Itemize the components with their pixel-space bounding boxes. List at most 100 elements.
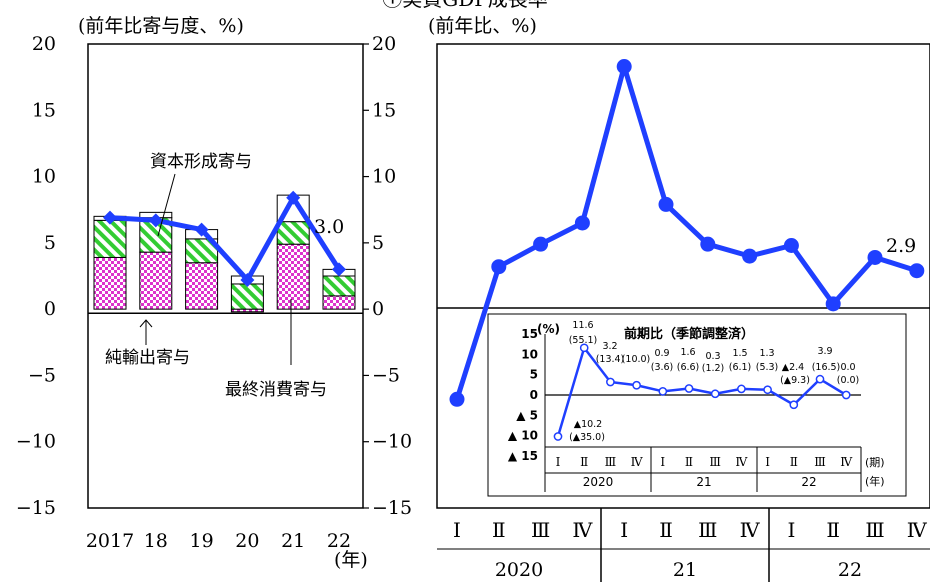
quarterly-quarter-label: Ⅳ (907, 518, 928, 542)
quarterly-last-value-label: 2.9 (886, 235, 916, 257)
inset-value-labels: ▲10.2 11.6 3.2 2.4 0.9 1.6 0.3 1.5 1.3 ▲2.4 3.9 0.0 (572, 320, 855, 430)
capital-formation-leader (157, 173, 176, 237)
quarterly-plot-frame (436, 43, 930, 509)
inset-year-label: 22 (801, 475, 816, 489)
quarterly-gdp-marker (658, 196, 674, 212)
quarterly-gdp-marker (825, 296, 841, 312)
inset-annual-rate-label: (3.6) (651, 362, 674, 373)
inset-quarter-label: Ⅰ (660, 455, 665, 469)
quarterly-gdp-marker (742, 248, 758, 264)
left-panel-right-y-axis-ticks: 20 15 10 5 0 −5 −10 −15 (363, 33, 412, 519)
inset-annual-rate-label: (6.1) (729, 362, 752, 373)
inset-annual-rate-label: (55.1) (569, 335, 598, 346)
inset-value-label: 3.9 (817, 346, 832, 357)
left-y-tick-label: 20 (32, 33, 56, 55)
inset-year-label: (年) (865, 474, 885, 488)
annual-gdp-marker (240, 272, 255, 287)
quarterly-quarter-label: Ⅲ (865, 518, 884, 542)
left-y-tick-label: 15 (32, 99, 56, 121)
bar-capital-formation (322, 275, 356, 297)
inset-annual-rate-label: (6.6) (677, 362, 700, 373)
annual-x-tick-label: 22 (327, 530, 351, 552)
annual-bars (93, 194, 356, 313)
annual-gdp-markers (103, 190, 346, 287)
inset-quarter-label: Ⅰ (765, 455, 770, 469)
quarterly-quarter-label: Ⅳ (572, 518, 593, 542)
quarterly-quarter-label: Ⅱ (492, 518, 506, 542)
inset-qoq-line (556, 346, 847, 437)
quarterly-quarter-label: Ⅲ (698, 518, 717, 542)
inset-year-labels: 2020 21 22 (583, 475, 817, 489)
inset-value-label: 0.0 (840, 362, 855, 373)
figure-title: ①実質GDP成長率 (382, 0, 547, 11)
annual-gdp-marker (103, 210, 117, 225)
inset-value-label: ▲10.2 (574, 419, 602, 430)
inset-marker (815, 374, 825, 384)
bar-capital-formation (230, 283, 264, 310)
net-exports-label: 純輸出寄与 (105, 348, 190, 368)
inset-marker (684, 384, 694, 393)
quarterly-year-label: 22 (838, 559, 862, 581)
inset-period-label: (期) (865, 456, 885, 469)
inset-value-label: 3.2 (602, 341, 617, 352)
bar-final-consumption (185, 262, 219, 310)
inset-unit-label: (%) (537, 322, 560, 336)
right-y-tick-label: −10 (372, 431, 412, 453)
quarterly-year-label: 21 (673, 559, 697, 581)
inset-title: 前期比（季節調整済） (624, 326, 754, 342)
annual-x-tick-label: 2017 (86, 530, 134, 552)
inset-annual-rate-label: (13.4) (596, 354, 625, 365)
inset-annual-rate-label: (▲35.0) (569, 432, 605, 443)
quarterly-quarter-label: Ⅱ (826, 518, 840, 542)
right-y-tick-label: 10 (372, 166, 396, 188)
quarterly-gdp-markers (449, 59, 925, 407)
quarterly-gdp-marker (616, 59, 632, 75)
annual-gdp-marker (148, 213, 163, 228)
inset-value-label: 2.4 (628, 330, 643, 341)
right-y-tick-label: −5 (372, 364, 400, 386)
annual-x-tick-label: 18 (144, 530, 168, 552)
annual-x-tick-label: 19 (190, 530, 214, 552)
inset-annual-rate-label: (0.0) (837, 375, 860, 386)
inset-marker (606, 377, 615, 387)
right-y-tick-label: 5 (372, 232, 384, 254)
annual-gdp-marker (194, 222, 209, 237)
inset-marker (763, 385, 772, 395)
inset-y-tick-label: ▲ 15 (508, 449, 538, 463)
quarterly-gdp-marker (867, 249, 883, 265)
inset-annual-rate-label: (▲9.3) (780, 375, 810, 386)
inset-annual-rate-label: (16.5) (812, 362, 841, 373)
left-y-tick-label: 0 (44, 298, 56, 320)
inset-value-label: 11.6 (572, 320, 593, 331)
inset-marker (553, 432, 563, 441)
quarterly-quarter-label: Ⅰ (453, 518, 461, 542)
inset-quarter-label: Ⅱ (790, 455, 798, 469)
inset-quarter-label: Ⅲ (605, 455, 617, 469)
inset-marker (579, 343, 589, 353)
inset-quarter-label: Ⅰ (556, 455, 561, 469)
inset-y-tick-label: ▲ 10 (508, 429, 538, 443)
inset-year-label: 21 (696, 475, 711, 489)
net-exports-arrow (139, 319, 153, 345)
inset-value-label: ▲2.4 (782, 362, 804, 373)
inset-value-label: 1.3 (759, 348, 774, 359)
inset-marker (789, 400, 799, 410)
inset-annual-rate-label: (1.2) (702, 363, 725, 374)
quarterly-quarter-label: Ⅳ (740, 518, 761, 542)
inset-marker (841, 390, 851, 400)
capital-formation-label: 資本形成寄与 (150, 152, 252, 172)
quarterly-year-label: 2020 (495, 559, 543, 581)
bar-final-consumption (276, 243, 310, 310)
inset-quarter-label: Ⅱ (685, 455, 693, 469)
inset-marker (632, 380, 641, 390)
bar-capital-formation (93, 219, 127, 258)
inset-marker (658, 386, 668, 396)
quarterly-gdp-marker (574, 215, 590, 231)
inset-y-tick-label: 15 (521, 327, 538, 341)
quarterly-gdp-marker (909, 263, 925, 279)
quarterly-quarter-label: Ⅱ (659, 518, 673, 542)
inset-quarter-label: Ⅳ (735, 455, 748, 469)
